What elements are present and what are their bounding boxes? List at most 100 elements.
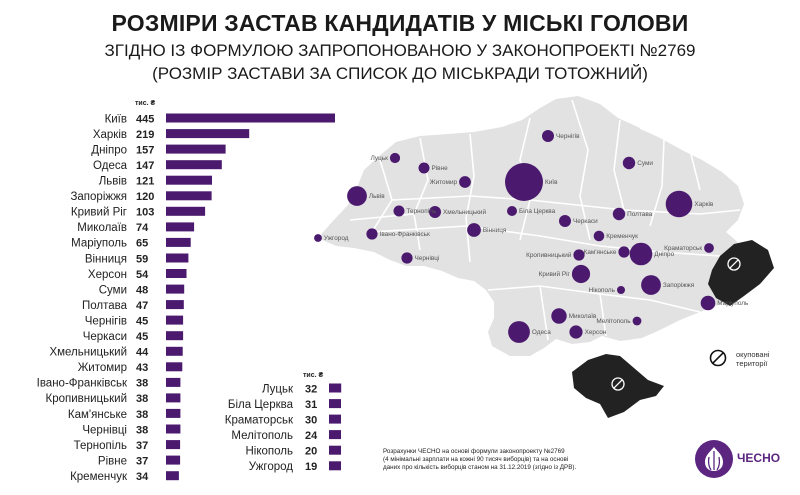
category-label: Маріуполь	[71, 238, 127, 250]
city-map-label: Кривий Ріг	[539, 270, 571, 278]
value-label: 59	[136, 253, 148, 265]
bar-row: Кам'янське 38	[68, 409, 181, 421]
city-bubble	[401, 252, 413, 264]
city-map-label: Запоріжжя	[663, 281, 695, 289]
bar-row: Краматорськ 30	[225, 414, 341, 426]
value-label: 121	[136, 176, 154, 188]
oblast-border-line	[639, 127, 701, 191]
city-bubble	[641, 275, 661, 295]
oblast-border-line	[465, 133, 475, 263]
category-label: Кропивницький	[46, 393, 127, 405]
bar-row: Біла Церква 31	[228, 399, 341, 411]
city-bubble	[632, 316, 642, 326]
city-map-label: Черкаси	[573, 218, 598, 225]
value-label: 445	[136, 113, 154, 125]
bar	[166, 346, 183, 356]
oblast-border-line	[539, 285, 549, 341]
value-label: 38	[136, 424, 148, 436]
category-label: Тернопіль	[74, 440, 127, 452]
city-bubble	[593, 230, 605, 242]
city-map-label: Івано-Франківськ	[380, 230, 430, 238]
city-map-label: Кропивницький	[526, 251, 572, 259]
bar	[166, 269, 187, 278]
value-label: 65	[136, 238, 148, 250]
city-map-label: Біла Церква	[519, 207, 556, 215]
bar-row: Луцьк 32	[262, 383, 342, 395]
city-bubble	[314, 234, 322, 242]
city-map-label: Київ	[545, 179, 558, 186]
city-bubble	[629, 242, 653, 266]
page-title: РОЗМІРИ ЗАСТАВ КАНДИДАТІВ У МІСЬКІ ГОЛОВ…	[111, 10, 689, 36]
category-label: Чернігів	[85, 315, 127, 327]
bar-row: Суми 48	[99, 284, 185, 296]
bar-row: Херсон 54	[88, 269, 187, 281]
city-map-label: Краматорськ	[664, 245, 702, 252]
city-bubble	[505, 163, 543, 201]
bar	[166, 160, 222, 170]
bar	[166, 113, 335, 123]
bar	[166, 144, 226, 154]
oblast-borders	[349, 99, 741, 341]
bar	[166, 253, 189, 263]
bar-row: Черкаси 45	[83, 331, 184, 343]
city-map-label: Маріуполь	[717, 299, 749, 307]
city-bubble	[508, 321, 530, 343]
bar-row: Чернівці 38	[82, 424, 181, 436]
bar	[166, 393, 181, 403]
city-map-label: Нікополь	[589, 286, 616, 294]
city-map-label: Одеса	[532, 329, 551, 336]
category-label: Кривий Ріг	[71, 207, 127, 219]
oblast-border-line	[649, 139, 665, 227]
value-label: 19	[305, 461, 317, 473]
city-map-label: Полтава	[627, 211, 652, 218]
value-label: 45	[136, 331, 148, 343]
category-label: Кременчук	[70, 471, 128, 483]
category-label: Львів	[99, 176, 127, 188]
bar	[329, 430, 341, 440]
value-label: 37	[136, 440, 148, 452]
unit-label: тис. ₴	[135, 100, 156, 107]
city-bubble	[559, 215, 571, 227]
value-label: 74	[136, 222, 149, 234]
value-label: 44	[136, 347, 149, 359]
value-label: 38	[136, 378, 148, 390]
occupied-donbas	[708, 240, 774, 306]
oblast-border-line	[613, 119, 625, 211]
city-bubble	[573, 249, 585, 261]
bar-row: Маріуполь 65	[71, 238, 191, 250]
bar-row: Київ 445	[105, 113, 335, 125]
value-label: 37	[136, 455, 148, 467]
oblast-border-line	[371, 225, 721, 257]
city-bubble	[389, 152, 401, 164]
category-label: Луцьк	[262, 383, 294, 395]
category-label: Херсон	[88, 269, 127, 281]
bar	[166, 471, 179, 481]
city-bubble	[571, 264, 591, 284]
city-bubble	[665, 190, 693, 218]
page-subtitle-line-1: ЗГІДНО ІЗ ФОРМУЛОЮ ЗАПРОПОНОВАНОЮ У ЗАКО…	[104, 41, 696, 60]
bar-row: Кропивницький 38	[46, 393, 181, 405]
ukraine-land	[318, 96, 756, 356]
value-label: 120	[136, 191, 154, 203]
bar-row: Житомир 43	[78, 362, 183, 374]
category-label: Дніпро	[91, 144, 127, 156]
category-label: Хмельницький	[49, 347, 127, 359]
bar	[329, 399, 341, 409]
city-map-label: Харків	[694, 200, 714, 208]
city-map-label: Чернігів	[556, 132, 580, 140]
bar-row: Полтава 47	[82, 300, 184, 312]
bar-series: Київ 445 Харків 219 Дніпро 157 Одеса 147 Львів 12…	[37, 113, 342, 483]
category-label: Київ	[105, 113, 127, 125]
category-label: Одеса	[93, 160, 128, 172]
bar-row: Кременчук 34	[70, 471, 179, 483]
bar	[166, 315, 184, 325]
logo-text: ЧЕСНО	[737, 451, 781, 465]
bar	[166, 191, 212, 201]
category-label: Нікополь	[246, 446, 294, 458]
page-subtitle-line-2: (РОЗМІР ЗАСТАВИ ЗА СПИСОК ДО МІСЬКРАДИ Т…	[152, 64, 648, 83]
bar-row: Ужгород 19	[249, 461, 341, 473]
category-label: Миколаїв	[77, 222, 127, 234]
bar-row: Дніпро 157	[91, 144, 226, 156]
value-label: 20	[305, 446, 317, 458]
